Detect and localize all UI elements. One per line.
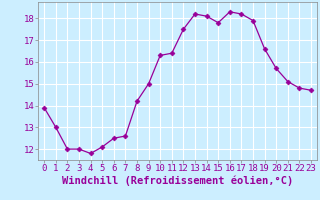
X-axis label: Windchill (Refroidissement éolien,°C): Windchill (Refroidissement éolien,°C) (62, 176, 293, 186)
